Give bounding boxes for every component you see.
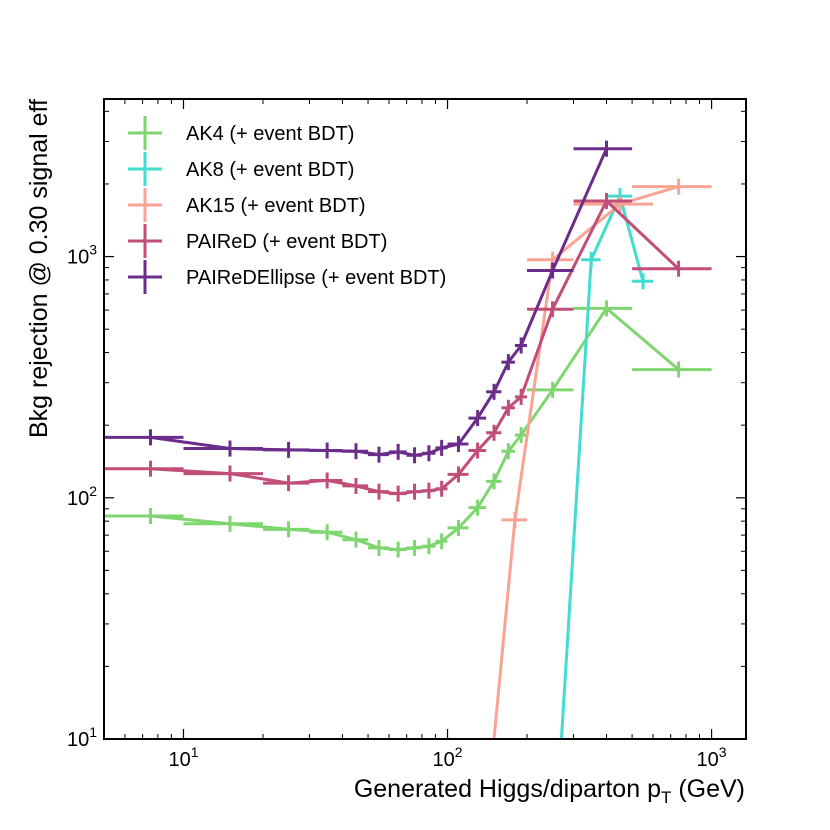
y-tick-label: 102 [67, 483, 97, 510]
series-1 [104, 300, 712, 558]
legend-label: AK4 (+ event BDT) [186, 123, 354, 145]
y-tick-label: 101 [67, 724, 97, 751]
y-tick-label: 103 [67, 242, 97, 269]
x-tick-base: 10 [433, 749, 455, 771]
y-tick-base: 10 [67, 247, 89, 269]
legend-item: AK15 (+ event BDT) [128, 188, 366, 222]
x-axis-label: Generated Higgs/diparton pT (GeV) [354, 775, 745, 807]
y-tick-base: 10 [67, 488, 89, 510]
legend-item: PAIReD (+ event BDT) [128, 224, 387, 258]
legend-item: PAIReDEllipse (+ event BDT) [128, 260, 446, 294]
y-tick-exponent: 3 [89, 242, 97, 258]
legend-label: PAIReD (+ event BDT) [186, 231, 387, 253]
series-5 [104, 140, 633, 464]
x-tick-label: 103 [697, 744, 727, 771]
legend-item: AK8 (+ event BDT) [128, 152, 354, 186]
series-3 [492, 178, 712, 739]
x-tick-exponent: 2 [455, 744, 463, 760]
series-line [559, 194, 645, 739]
x-tick-label: 101 [168, 744, 198, 771]
y-tick-base: 10 [67, 729, 89, 751]
x-tick-exponent: 3 [719, 744, 727, 760]
x-tick-label: 102 [433, 744, 463, 771]
series-2 [559, 188, 654, 739]
series-layer [104, 140, 712, 739]
series-4 [104, 192, 712, 502]
y-tick-exponent: 2 [89, 483, 97, 499]
y-axis-label: Bkg rejection @ 0.30 signal eff [25, 99, 53, 438]
plot-frame [103, 98, 747, 740]
x-tick-base: 10 [168, 749, 190, 771]
series-line [150, 306, 680, 552]
legend: AK4 (+ event BDT) AK8 (+ event BDT) AK15 (… [128, 116, 446, 294]
y-tick-exponent: 1 [89, 724, 97, 740]
x-tick-base: 10 [697, 749, 719, 771]
legend-label: AK8 (+ event BDT) [186, 159, 354, 181]
legend-label: PAIReDEllipse (+ event BDT) [186, 267, 446, 289]
legend-item: AK4 (+ event BDT) [128, 116, 354, 150]
legend-label: AK15 (+ event BDT) [186, 195, 366, 217]
x-tick-exponent: 1 [191, 744, 199, 760]
